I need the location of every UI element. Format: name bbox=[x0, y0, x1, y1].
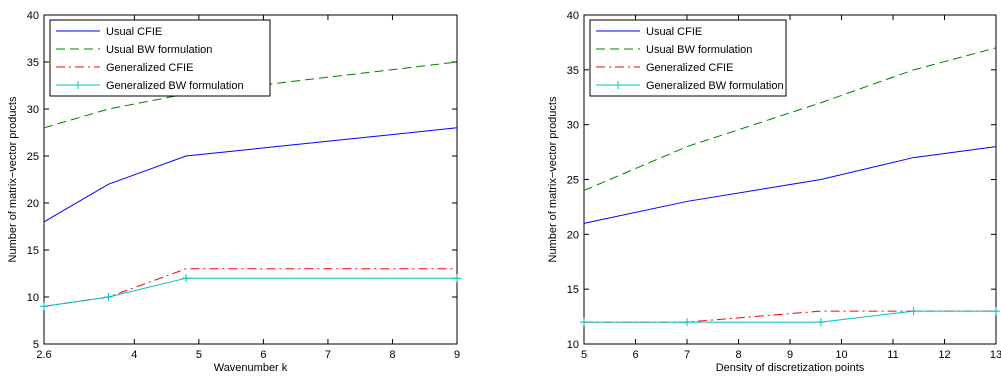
y-axis-label: Number of matrix−vector products bbox=[547, 96, 559, 262]
y-axis-label: Number of matrix−vector products bbox=[7, 96, 19, 262]
y-tick-label: 20 bbox=[27, 198, 39, 210]
y-tick-label: 5 bbox=[33, 339, 39, 351]
x-tick-label: 9 bbox=[787, 349, 793, 361]
legend-label: Generalized BW formulation bbox=[106, 80, 244, 92]
chart-2: 5 6 7 8 9 10 11 12 13 10 15 20 25 30 35 40 Density of di… bbox=[547, 10, 1001, 372]
y-tick-label: 20 bbox=[567, 229, 579, 241]
x-tick-label: 4 bbox=[131, 349, 137, 361]
y-tick-label: 25 bbox=[567, 175, 579, 187]
y-tick-label: 35 bbox=[27, 57, 39, 69]
y-tick-label: 30 bbox=[567, 120, 579, 132]
x-tick-label: 7 bbox=[684, 349, 690, 361]
x-tick-label: 6 bbox=[632, 349, 638, 361]
y-tick-label: 35 bbox=[567, 65, 579, 77]
x-tick-label: 10 bbox=[835, 349, 847, 361]
x-axis-label: Density of discretization points bbox=[716, 362, 865, 372]
legend-label: Usual CFIE bbox=[646, 26, 702, 38]
legend-label: Generalized CFIE bbox=[106, 62, 193, 74]
x-tick-label: 13 bbox=[990, 349, 1001, 361]
legend: Usual CFIE Usual BW formulation Generalize… bbox=[50, 20, 270, 96]
x-tick-label: 5 bbox=[196, 349, 202, 361]
x-tick-label: 9 bbox=[454, 349, 460, 361]
y-tick-label: 30 bbox=[27, 104, 39, 116]
x-tick-label: 8 bbox=[735, 349, 741, 361]
y-tick-label: 25 bbox=[27, 151, 39, 163]
legend-label: Usual CFIE bbox=[106, 26, 162, 38]
y-tick-label: 10 bbox=[27, 292, 39, 304]
y-tick-label: 10 bbox=[567, 339, 579, 351]
y-tick-label: 15 bbox=[567, 284, 579, 296]
x-tick-label: 8 bbox=[389, 349, 395, 361]
y-tick-label: 15 bbox=[27, 245, 39, 257]
legend-label: Usual BW formulation bbox=[646, 44, 752, 56]
y-tick-label: 40 bbox=[27, 10, 39, 22]
legend-label: Generalized BW formulation bbox=[646, 80, 784, 92]
x-axis-label: Wavenumber k bbox=[214, 362, 288, 372]
y-tick-label: 40 bbox=[567, 10, 579, 22]
legend-label: Generalized CFIE bbox=[646, 62, 733, 74]
x-tick-label: 12 bbox=[938, 349, 950, 361]
x-tick-label: 5 bbox=[581, 349, 587, 361]
legend: Usual CFIE Usual BW formulation Generalize… bbox=[590, 20, 786, 96]
legend-label: Usual BW formulation bbox=[106, 44, 212, 56]
x-tick-label: 11 bbox=[887, 349, 898, 361]
x-tick-label: 7 bbox=[325, 349, 331, 361]
x-tick-label: 6 bbox=[260, 349, 266, 361]
